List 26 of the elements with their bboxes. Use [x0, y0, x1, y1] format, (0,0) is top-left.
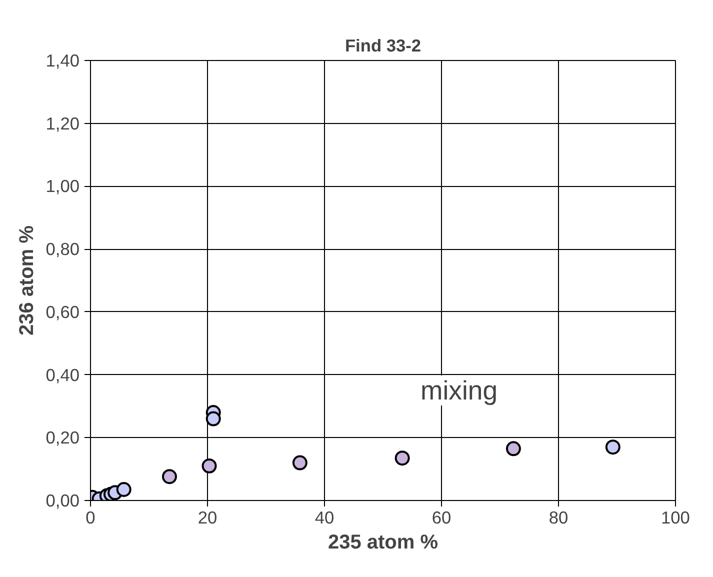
x-tick-label: 80: [548, 508, 568, 528]
y-tick-label: 1,20: [46, 113, 80, 134]
y-tick-label: 1,40: [46, 50, 80, 70]
annotation: mixing: [420, 376, 498, 406]
y-tick-label: 0,60: [46, 302, 80, 322]
point: [506, 441, 521, 456]
x-tick-label: 0: [86, 508, 96, 528]
chart-title: Find 33-2: [344, 36, 422, 56]
point: [394, 450, 410, 466]
x-tick-label: 20: [198, 508, 218, 528]
y-tick-label: 0,40: [46, 364, 80, 385]
point: [202, 458, 217, 474]
y-tick-label: 0,80: [46, 239, 80, 260]
point: [162, 469, 177, 484]
x-axis-title: 235 atom %: [328, 532, 438, 554]
y-axis-title: 236 atom %: [16, 225, 38, 336]
x-tick-label: 40: [314, 508, 334, 528]
y-tick-label: 1,00: [46, 176, 80, 196]
x-tick-label: 60: [432, 508, 452, 528]
point: [206, 411, 221, 426]
x-tick-label: 100: [661, 508, 690, 528]
y-tick-label: 0,00: [46, 490, 80, 510]
point: [116, 482, 132, 497]
y-tick-label: 0,20: [46, 428, 80, 448]
point: [292, 455, 308, 470]
point: [605, 440, 620, 455]
